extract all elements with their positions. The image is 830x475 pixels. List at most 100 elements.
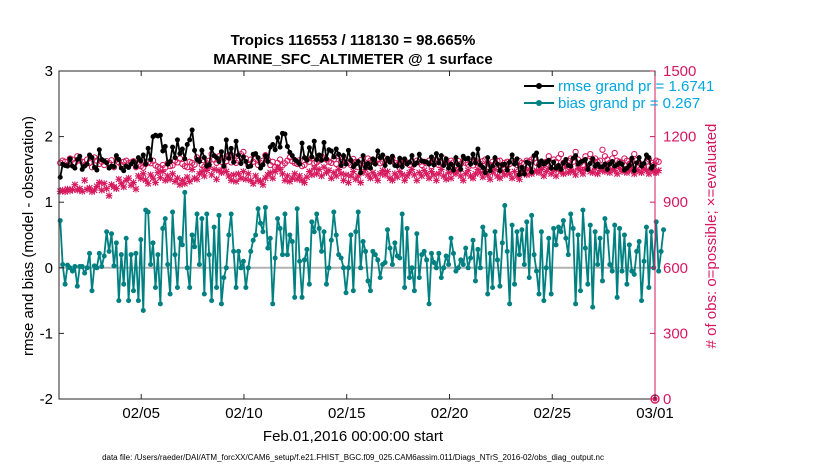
bias-point bbox=[455, 265, 461, 271]
obs-evaluated-point bbox=[301, 179, 308, 186]
rmse-point bbox=[253, 151, 259, 157]
y-left-tick-label: 0 bbox=[45, 260, 53, 277]
bias-point bbox=[297, 258, 303, 264]
obs-evaluated-point bbox=[638, 169, 645, 177]
y-left-tick-label: -2 bbox=[40, 391, 53, 408]
bias-point bbox=[573, 301, 579, 307]
rmse-point bbox=[441, 162, 447, 168]
bias-point bbox=[656, 268, 662, 274]
obs-evaluated-point bbox=[523, 171, 531, 179]
obs-evaluated-point bbox=[496, 174, 504, 182]
rmse-point bbox=[306, 145, 312, 151]
bias-point bbox=[270, 301, 276, 307]
obs-evaluated-point bbox=[313, 170, 321, 178]
bias-point bbox=[309, 219, 315, 225]
x-tick-label: 02/10 bbox=[225, 405, 263, 422]
bias-point bbox=[311, 229, 317, 235]
y-right-tick-label: 300 bbox=[663, 325, 688, 342]
bias-point bbox=[639, 298, 645, 304]
bias-point bbox=[272, 255, 278, 261]
obs-evaluated-point bbox=[630, 170, 638, 178]
bias-point bbox=[116, 298, 122, 304]
bias-point bbox=[661, 227, 667, 233]
rmse-point bbox=[333, 146, 339, 152]
bias-point bbox=[407, 275, 413, 281]
obs-evaluated-point bbox=[81, 176, 89, 184]
obs-possible-point bbox=[596, 157, 604, 164]
obs-evaluated-point bbox=[237, 174, 245, 182]
bias-point bbox=[199, 216, 205, 222]
rmse-point bbox=[140, 152, 146, 158]
y-right-tick-label: 600 bbox=[663, 260, 688, 277]
rmse-point bbox=[228, 145, 234, 151]
rmse-point bbox=[455, 162, 461, 168]
obs-evaluated-point bbox=[472, 170, 479, 178]
bias-point bbox=[546, 235, 552, 241]
bias-point bbox=[267, 235, 273, 241]
obs-evaluated-point bbox=[367, 174, 374, 182]
obs-evaluated-point bbox=[508, 174, 516, 182]
x-tick-label: 03/01 bbox=[636, 405, 674, 422]
bias-point bbox=[448, 235, 454, 241]
obs-possible-point bbox=[631, 150, 638, 158]
bias-point bbox=[548, 291, 554, 297]
obs-evaluated-point bbox=[384, 168, 391, 175]
rmse-point bbox=[236, 152, 242, 158]
bias-point bbox=[358, 265, 364, 271]
rmse-point bbox=[319, 157, 325, 163]
bias-point bbox=[575, 232, 581, 238]
bias-point bbox=[367, 288, 373, 294]
bias-point bbox=[387, 245, 393, 251]
obs-evaluated-point bbox=[550, 167, 557, 174]
bias-point bbox=[248, 248, 254, 254]
rmse-point bbox=[514, 156, 520, 162]
obs-evaluated-point bbox=[152, 179, 159, 186]
obs-evaluated-point bbox=[425, 174, 433, 182]
rmse-point bbox=[485, 155, 491, 161]
rmse-point bbox=[450, 167, 456, 173]
bias-point bbox=[150, 240, 156, 246]
bias-point bbox=[282, 211, 288, 217]
bias-point bbox=[565, 252, 571, 258]
obs-evaluated-point bbox=[240, 168, 247, 175]
bias-point bbox=[182, 189, 188, 195]
rmse-point bbox=[494, 161, 500, 167]
obs-evaluated-point bbox=[257, 178, 264, 185]
bias-point bbox=[314, 211, 320, 217]
obs-evaluated-point bbox=[296, 172, 303, 180]
obs-evaluated-point bbox=[562, 163, 570, 171]
bias-point bbox=[69, 268, 75, 274]
obs-evaluated-point bbox=[457, 172, 465, 180]
rmse-point bbox=[248, 163, 254, 169]
rmse-point bbox=[453, 155, 459, 161]
rmse-point bbox=[240, 154, 246, 160]
rmse-point bbox=[216, 159, 222, 165]
rmse-point bbox=[556, 162, 562, 168]
obs-evaluated-point bbox=[142, 176, 150, 184]
obs-evaluated-point bbox=[174, 174, 181, 182]
bias-point bbox=[463, 245, 469, 251]
rmse-point bbox=[111, 164, 117, 170]
rmse-point bbox=[94, 167, 100, 173]
bias-point bbox=[363, 248, 369, 254]
bias-point bbox=[377, 275, 383, 281]
rmse-point bbox=[385, 155, 391, 161]
bias-point bbox=[206, 252, 212, 258]
obs-evaluated-point bbox=[252, 172, 259, 180]
bias-point bbox=[504, 248, 510, 254]
obs-evaluated-point bbox=[655, 167, 663, 174]
obs-evaluated-point bbox=[501, 171, 509, 179]
rmse-point bbox=[482, 170, 488, 176]
obs-evaluated-point bbox=[608, 166, 616, 173]
rmse-point bbox=[143, 161, 149, 167]
obs-evaluated-point bbox=[611, 167, 619, 174]
bias-point bbox=[404, 225, 410, 231]
obs-evaluated-point bbox=[484, 171, 492, 179]
obs-evaluated-point bbox=[538, 166, 545, 173]
bias-point bbox=[543, 265, 549, 271]
obs-evaluated-point bbox=[284, 172, 291, 180]
bias-point bbox=[113, 240, 119, 246]
bias-point bbox=[416, 275, 422, 281]
bias-point bbox=[301, 257, 307, 263]
rmse-point bbox=[363, 164, 369, 170]
